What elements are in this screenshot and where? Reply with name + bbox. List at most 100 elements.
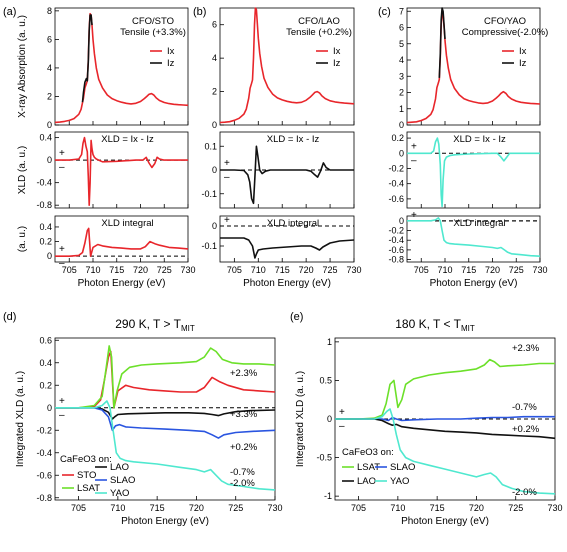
c-bot-series-integral-line [407,217,541,257]
e-title-sub: MIT [461,324,475,333]
a-top-y-axis-label: X-ray Absorption (a. u.) [17,15,28,118]
d-strain-label-sto: +3.3% [230,409,258,420]
b-bot-xtick-label: 720 [299,265,314,275]
c-top-annotation: CFO/YAO Compressive(-2.0%) [462,16,549,38]
c-bot-xtick-label: 710 [437,265,452,275]
d-xtick-label: 705 [71,503,86,513]
a-bot-xtick-label: 710 [85,265,100,275]
d-legend-yao: YAO [110,488,129,499]
e-legend-yao: YAO [390,476,409,487]
e-strain-label-slao: -0.7% [512,402,537,413]
c-top-ytick-label: 1 [399,104,404,114]
a-bot-ytick-label: 0.2 [39,237,52,247]
b-top-legend-ix: Ix [333,46,341,57]
c-top-series-ix-line [406,10,541,124]
c-bot-ytick-label: -0.2 [388,226,404,236]
b-top-ytick-label: 2 [212,87,217,97]
a-top-series-iz-line [81,14,93,103]
e-legend-lsat: LSAT [357,462,380,473]
d-series-yao-line [55,400,276,491]
b-bot-xtick-label: 715 [275,265,290,275]
c-top-annotation-line: Compressive(-2.0%) [462,27,549,38]
b-bot-title: XLD integral [267,218,319,229]
panel-label-d: (d) [3,311,16,323]
a-bot-ytick-label: 0.4 [39,222,52,232]
b-top-frame [219,7,355,126]
c-mid-series-xld-line [407,137,540,208]
e-title-main: 180 K, T < T [395,317,461,331]
c-bot-ytick-label: -0.4 [388,235,404,245]
d-xtick-label: 715 [150,503,165,513]
c-top-legend-ix: Ix [519,46,527,57]
e-ytick-label: 1 [327,337,332,347]
d-series-lao-line [55,407,276,420]
e-xtick-label: 725 [508,503,523,513]
a-top-legend-ix: Ix [167,46,175,57]
b-bot-xtick-label: 705 [227,265,242,275]
c-bot-frame [406,215,541,263]
e-series-slao-line [335,415,555,422]
d-title-main: 290 K, T > T [115,317,181,331]
b-top-legend-iz: Iz [333,58,341,69]
d-x-axis-label: Photon Energy (eV) [121,516,209,527]
c-bot-xtick-label: 720 [485,265,500,275]
c-top-annotation-line: CFO/YAO [484,16,526,27]
d-y-axis-label: Integrated XLD (a. u.) [15,371,26,467]
panel-label-e: (e) [290,311,303,323]
b-mid-ytick-label: -0.1 [201,189,217,199]
c-bot-plus-sign: + [411,210,417,221]
a-bot-xtick-label: 730 [180,265,195,275]
e-legend-lao: LAO [357,476,376,487]
a-top-annotation-line: Tensile (+3.3%) [120,27,186,38]
d-ytick-label: -0.6 [36,470,52,480]
a-bot-xtick-label: 705 [62,265,77,275]
e-xtick-label: 705 [351,503,366,513]
a-top-legend-iz: Iz [167,58,175,69]
a-mid-plus-sign: + [59,148,65,159]
d-xtick-label: 730 [267,503,282,513]
a-bot-xtick-label: 720 [133,265,148,275]
d-legend-slao: SLAO [110,475,135,486]
d-title-sub: MIT [181,324,195,333]
b-bot-ytick-label: 0 [212,221,217,231]
a-bot-frame [54,215,189,263]
b-bot-xtick-label: 730 [346,265,361,275]
d-frame [54,337,276,501]
e-legend-slao: SLAO [390,462,415,473]
a-bot-title: XLD integral [101,218,153,229]
d-legend-lsat: LSAT [77,483,100,494]
c-mid-ytick-label: 0.2 [391,133,404,143]
e-plus-sign: + [339,407,345,418]
b-mid-series-xld-line [220,145,354,205]
c-top-ytick-label: 0 [399,120,404,130]
b-bot-xtick-label: 725 [323,265,338,275]
c-bot-xtick-label: 715 [461,265,476,275]
e-strain-label-lsat: +2.3% [512,343,540,354]
d-series-lsat-line [55,345,276,409]
e-legend-title: CaFeO3 on: [342,447,394,458]
b-bot-plus-sign: + [224,215,230,226]
b-top-ytick-label: 6 [212,20,217,30]
c-mid-ytick-label: 0 [399,148,404,158]
b-bot-x-axis-label: Photon Energy (eV) [243,278,331,289]
d-ytick-label: -0.8 [36,493,52,503]
c-top-legend-iz: Iz [519,58,527,69]
e-ytick-label: 0.5 [319,375,332,385]
c-mid-ytick-label: -0.2 [388,163,404,173]
e-ytick-label: -1 [324,491,332,501]
d-legend-sto: STO [77,470,96,481]
d-ytick-label: -0.4 [36,448,52,458]
a-top-ytick-label: 0 [47,120,52,130]
a-mid-frame [54,131,189,209]
panel-label-a: (a) [3,6,16,18]
a-mid-series-xld-line [55,136,188,206]
d-legend-title: CaFeO3 on: [60,454,112,465]
b-mid-ytick-label: 0 [212,165,217,175]
e-series-yao-line [335,408,556,495]
c-top-series-iz-line [438,7,446,78]
c-mid-ytick-label: -0.4 [388,179,404,189]
b-bot-ytick-label: -0.1 [201,241,217,251]
b-top-annotation: CFO/LAO Tensile (+0.2%) [286,16,352,38]
